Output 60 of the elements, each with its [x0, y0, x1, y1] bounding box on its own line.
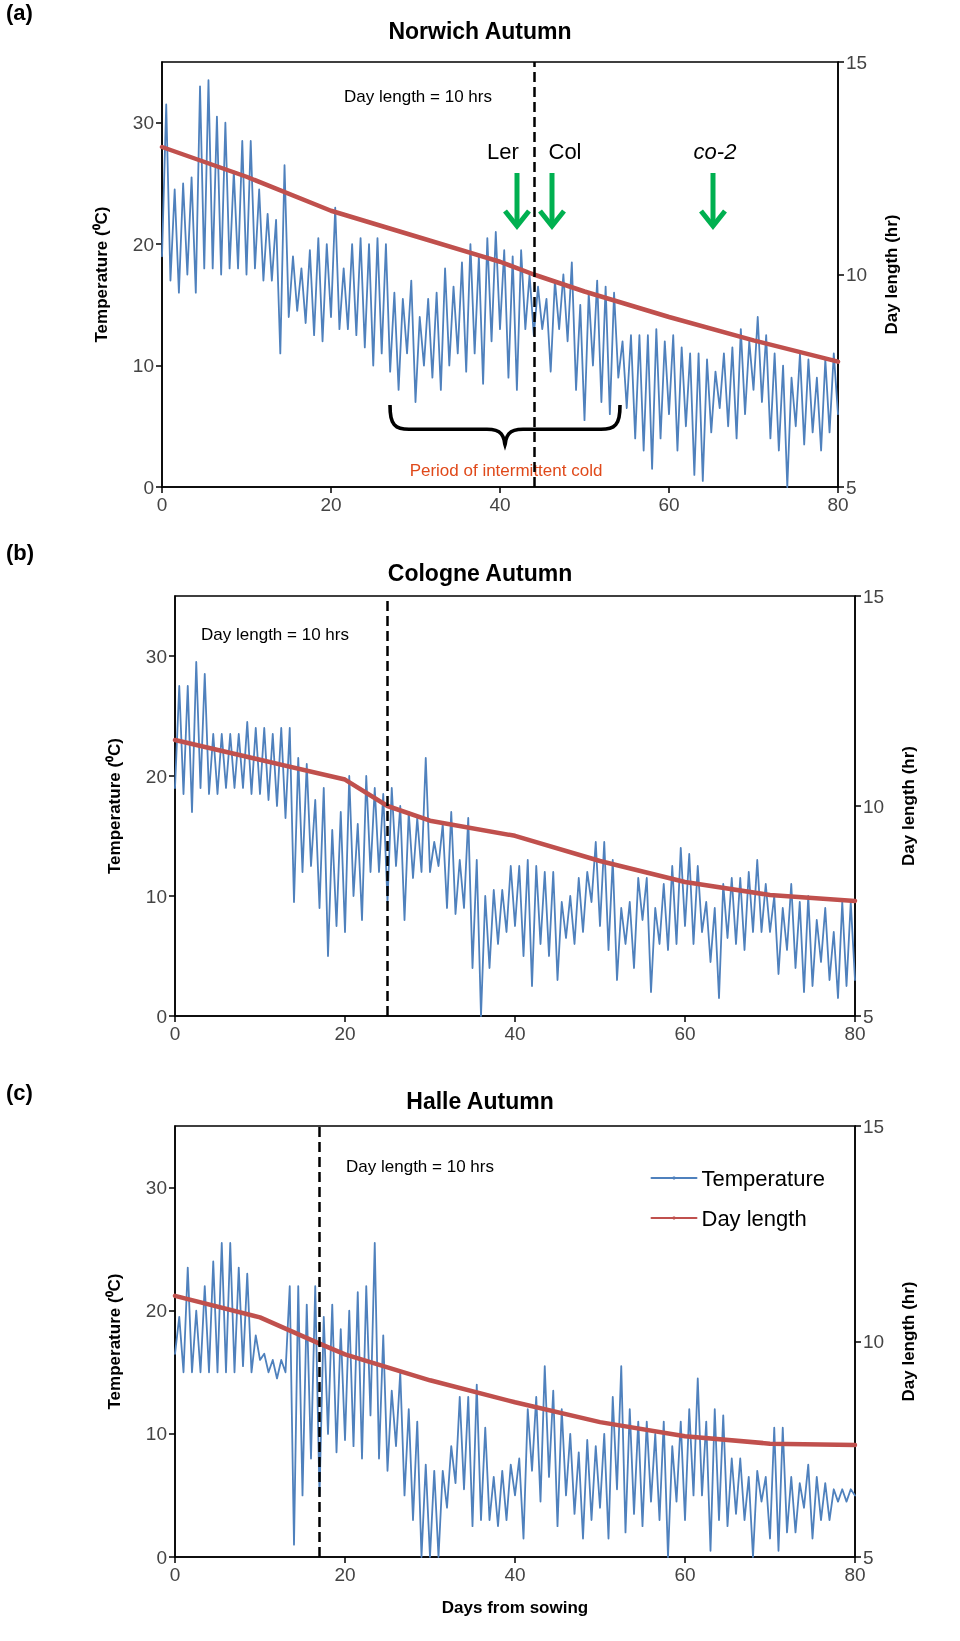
- x-tick-label: 80: [827, 494, 849, 515]
- x-tick-label: 40: [489, 494, 511, 515]
- x-tick-label: 20: [320, 494, 342, 515]
- y2-tick-label: 10: [863, 1331, 885, 1352]
- annotation: Day length = 10 hrs: [201, 624, 349, 644]
- x-tick-label: 40: [504, 1023, 526, 1044]
- y2-tick-label: 15: [846, 51, 868, 73]
- y2-axis-title: Day length (hr): [882, 214, 901, 335]
- y2-tick-label: 10: [863, 795, 885, 817]
- y2-tick-label: 5: [863, 1546, 874, 1568]
- x-axis-title: Days from sowing: [441, 1598, 589, 1617]
- y2-tick-label: 10: [846, 264, 868, 285]
- y2-tick-label: 15: [863, 1115, 885, 1137]
- annotation: Period of intermittent cold: [409, 460, 603, 480]
- y-axis-title: Temperature (⁰C): [92, 206, 111, 343]
- x-tick-label: 0: [169, 1023, 181, 1044]
- y-tick-label: 10: [145, 1423, 167, 1445]
- annotation: Col: [548, 138, 582, 164]
- y-tick-label: 20: [132, 233, 154, 255]
- text: (c): [6, 1080, 33, 1106]
- y-tick-label: 0: [156, 1546, 167, 1568]
- annotation: Day length = 10 hrs: [346, 1156, 494, 1176]
- x-tick-label: 20: [334, 1564, 356, 1585]
- y-tick-label: 10: [132, 355, 154, 377]
- x-tick-label: 0: [169, 1564, 181, 1585]
- y-tick-label: 0: [156, 1005, 167, 1027]
- y2-axis-title: Day length (hr): [899, 1281, 918, 1402]
- x-tick-label: 60: [674, 1564, 696, 1585]
- y-axis-title: Temperature (⁰C): [105, 1273, 124, 1410]
- y-tick-label: 30: [132, 112, 154, 134]
- y-tick-label: 20: [145, 1300, 167, 1322]
- y-tick-label: 30: [145, 1177, 167, 1199]
- x-tick-label: 60: [658, 494, 680, 515]
- y2-tick-label: 15: [863, 585, 885, 607]
- line-series: [172, 737, 858, 904]
- line-series: [159, 144, 841, 364]
- annotation: Ler: [487, 138, 519, 164]
- y-tick-label: 0: [143, 476, 154, 498]
- x-tick-label: 40: [504, 1564, 526, 1585]
- chart-title: Halle Autumn: [406, 1087, 554, 1114]
- legend-label: Temperature: [701, 1165, 826, 1191]
- y-axis-title: Temperature (⁰C): [105, 737, 124, 875]
- chart-title: Norwich Autumn: [388, 17, 572, 44]
- y-tick-label: 10: [145, 885, 167, 907]
- x-tick-label: 80: [844, 1023, 866, 1044]
- y-tick-label: 20: [145, 765, 167, 787]
- legend-label: Day length: [701, 1205, 807, 1231]
- annotation: Day length = 10 hrs: [344, 86, 492, 106]
- x-tick-label: 60: [674, 1023, 696, 1044]
- chart-title: Cologne Autumn: [387, 559, 573, 586]
- y2-axis-title: Day length (hr): [899, 746, 918, 866]
- annotation: co-2: [693, 138, 737, 164]
- line-series: [172, 1293, 858, 1448]
- x-tick-label: 80: [844, 1564, 866, 1585]
- y2-tick-label: 5: [846, 476, 857, 498]
- y-tick-label: 30: [145, 645, 167, 667]
- text: (b): [6, 540, 35, 566]
- y2-tick-label: 5: [863, 1005, 874, 1027]
- text: (a): [6, 0, 33, 26]
- x-tick-label: 20: [334, 1023, 356, 1044]
